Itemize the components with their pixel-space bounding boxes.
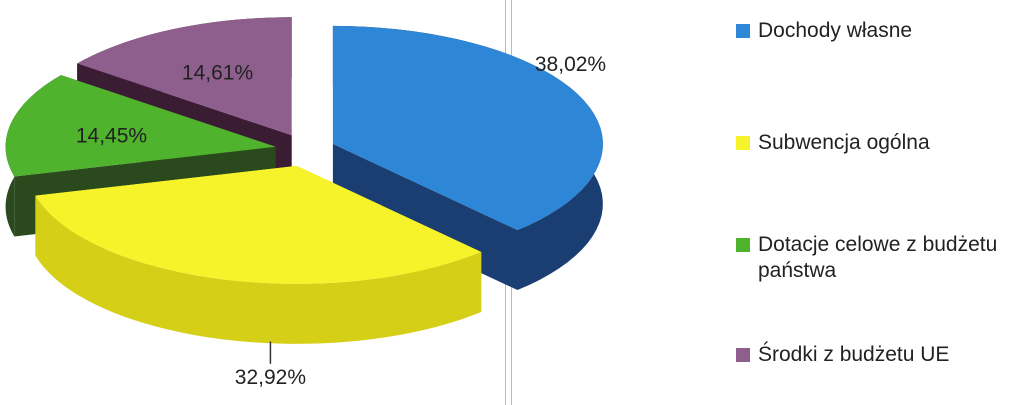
pie-slice-top [77, 17, 292, 136]
legend-swatch-srodki-ue [736, 348, 750, 362]
legend-label: Środki z budżetu UE [758, 343, 950, 366]
legend-swatch-dochody [736, 24, 750, 38]
legend-label: Subwencja ogólna [758, 131, 930, 154]
pie-slice-top [332, 25, 603, 231]
legend-item-srodki-ue: Środki z budżetu UE [736, 342, 1018, 368]
legend-item-subwencja: Subwencja ogólna [736, 130, 1018, 156]
legend-item-dochody: Dochody własne [736, 18, 1018, 44]
value-label-dochody-w-asne: 38,02% [535, 53, 606, 76]
value-label-dotacje-celowe-z-budz-etu-pan-stwa: 14,45% [76, 124, 147, 147]
pie-slice-top [35, 165, 482, 284]
pie-slice-rim [35, 195, 482, 344]
pie-slice-subwencja-ogo-lna [35, 165, 482, 344]
legend-label: Dochody własne [758, 19, 913, 42]
value-label-subwencja-ogo-lna: 32,92% [235, 366, 306, 389]
legend-swatch-dotacje [736, 238, 750, 252]
legend-label: Dotacje celowe z budżetu państwa [758, 233, 998, 282]
pie-slice-top [5, 75, 276, 177]
value-label-s-rodki-z-budz-etu-ue: 14,61% [182, 62, 253, 85]
legend-swatch-subwencja [736, 136, 750, 150]
legend-item-dotacje: Dotacje celowe z budżetu państwa [736, 232, 1018, 284]
